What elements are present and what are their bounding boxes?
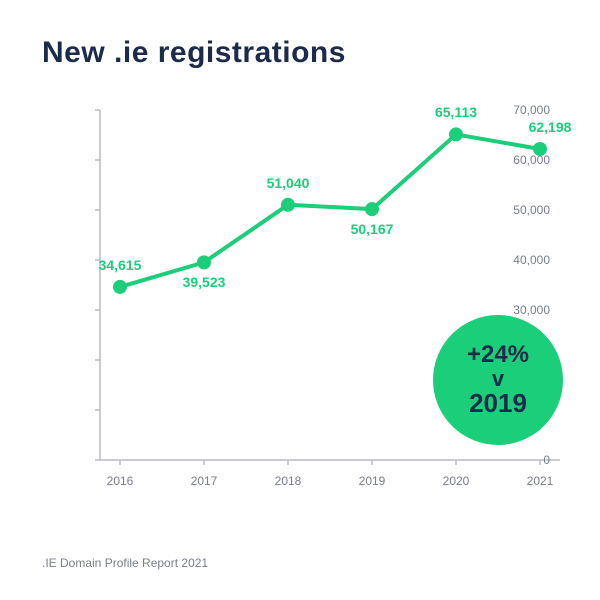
- data-point-label: 65,113: [435, 104, 477, 120]
- data-point-label: 50,167: [351, 221, 394, 237]
- data-point-label: 39,523: [183, 274, 226, 290]
- chart-container: New .ie registrations 34,615 39,523 51,040…: [0, 0, 600, 600]
- callout-vs: v: [492, 367, 504, 390]
- y-tick-label: 60,000: [500, 153, 550, 167]
- x-tick-label: 2019: [359, 474, 386, 488]
- callout-bubble: +24% v 2019: [433, 315, 563, 445]
- y-tick-label: 40,000: [500, 253, 550, 267]
- data-marker: [449, 127, 463, 141]
- page-title: New .ie registrations: [42, 36, 346, 70]
- y-tick-label: 50,000: [500, 203, 550, 217]
- y-tick-label: 0: [500, 453, 550, 467]
- data-marker: [281, 198, 295, 212]
- data-marker: [365, 202, 379, 216]
- x-tick-label: 2017: [191, 474, 218, 488]
- y-tick-label: 70,000: [500, 103, 550, 117]
- x-tick-label: 2018: [275, 474, 302, 488]
- x-tick-label: 2016: [107, 474, 134, 488]
- callout-delta: +24%: [467, 342, 529, 367]
- data-line: [120, 134, 540, 286]
- data-marker: [113, 280, 127, 294]
- x-tick-label: 2021: [527, 474, 554, 488]
- data-point-label: 62,198: [529, 119, 572, 135]
- x-tick-label: 2020: [443, 474, 470, 488]
- callout-year: 2019: [469, 390, 527, 417]
- data-point-label: 34,615: [99, 257, 142, 273]
- footer-text: .IE Domain Profile Report 2021: [42, 556, 208, 570]
- data-point-label: 51,040: [267, 175, 310, 191]
- data-marker: [197, 255, 211, 269]
